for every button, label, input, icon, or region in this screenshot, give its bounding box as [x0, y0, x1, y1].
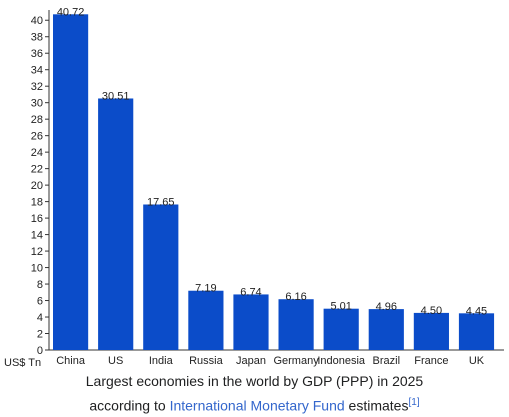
- y-tick-label: 34: [31, 65, 43, 77]
- category-label-india: India: [149, 355, 174, 367]
- y-tick-label: 38: [31, 32, 43, 44]
- y-tick-label: 10: [31, 263, 43, 275]
- category-label-china: China: [56, 355, 86, 367]
- y-tick-label: 2: [37, 329, 43, 341]
- y-tick-label: 8: [37, 279, 43, 291]
- caption-line-2: according to International Monetary Fund…: [0, 392, 509, 417]
- y-tick-label: 28: [31, 114, 43, 126]
- gdp-bar-chart: 0246810121416182022242628303234363840US$…: [4, 6, 504, 369]
- category-label-brazil: Brazil: [373, 355, 401, 367]
- y-tick-label: 36: [31, 48, 43, 60]
- y-tick-label: 22: [31, 164, 43, 176]
- category-label-france: France: [414, 355, 448, 367]
- category-label-uk: UK: [469, 355, 485, 367]
- caption-suffix: estimates: [344, 397, 409, 414]
- bar-uk: [458, 313, 495, 350]
- data-label-china: 40.72: [57, 6, 85, 18]
- y-tick-label: 40: [31, 15, 43, 27]
- data-label-uk: 4.45: [466, 305, 487, 317]
- bar-indonesia: [323, 308, 359, 350]
- category-label-japan: Japan: [236, 355, 266, 367]
- y-tick-label: 0: [37, 345, 43, 357]
- caption-prefix: according to: [89, 397, 170, 414]
- y-tick-label: 18: [31, 197, 43, 209]
- bar-russia: [188, 290, 224, 350]
- y-tick-label: 4: [37, 312, 43, 324]
- bar-japan: [233, 294, 269, 350]
- y-tick-label: 6: [37, 296, 43, 308]
- data-label-russia: 7.19: [195, 283, 216, 295]
- y-tick-label: 26: [31, 131, 43, 143]
- category-label-us: US: [108, 355, 123, 367]
- category-label-indonesia: Indonesia: [317, 355, 366, 367]
- chart-caption: Largest economies in the world by GDP (P…: [0, 370, 509, 417]
- bar-france: [413, 312, 449, 350]
- bar-us: [98, 98, 134, 350]
- bar-brazil: [368, 309, 404, 350]
- caption-line-1: Largest economies in the world by GDP (P…: [85, 373, 424, 389]
- bar-china: [53, 14, 89, 351]
- y-tick-label: 12: [31, 246, 43, 258]
- bar-india: [143, 204, 179, 350]
- y-tick-label: 30: [31, 98, 43, 110]
- reference-link[interactable]: [1]: [408, 397, 420, 408]
- data-label-india: 17.65: [147, 196, 175, 208]
- y-tick-label: 20: [31, 180, 43, 192]
- data-label-indonesia: 5.01: [330, 301, 351, 313]
- data-label-brazil: 4.96: [376, 301, 397, 313]
- y-tick-label: 24: [31, 147, 43, 159]
- chart-area: 0 2 4 6 8 10 12 14 16 18 20 22 24 26 28 30 32 34 36 38 40 US$…: [4, 6, 504, 369]
- data-label-germany: 6.16: [285, 291, 306, 303]
- category-label-russia: Russia: [189, 355, 224, 367]
- y-tick-label: 32: [31, 81, 43, 93]
- imf-link[interactable]: International Monetary Fund: [169, 397, 345, 414]
- data-label-japan: 6.74: [240, 286, 261, 298]
- y-axis-unit-label: US$ Tn: [4, 357, 41, 369]
- data-label-france: 4.50: [421, 305, 442, 317]
- category-label-germany: Germany: [273, 355, 319, 367]
- y-tick-label: 16: [31, 213, 43, 225]
- bar-germany: [278, 299, 314, 350]
- data-label-us: 30.51: [102, 90, 130, 102]
- y-tick-label: 14: [31, 230, 43, 242]
